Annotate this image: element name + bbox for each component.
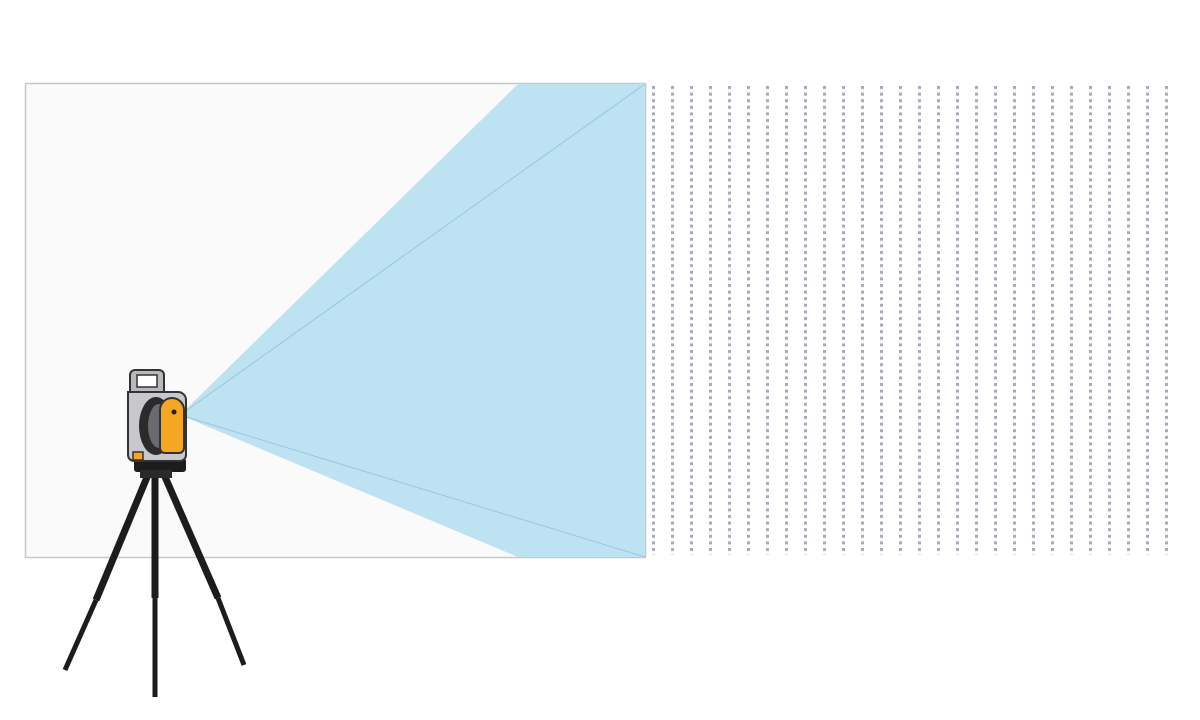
dot-field [652,86,1172,555]
cone-edge [179,83,646,416]
tripod-mount [140,470,172,478]
scanner [127,369,187,462]
cone-edge [179,414,646,558]
scan-cone [180,84,645,557]
tripod [62,468,247,697]
